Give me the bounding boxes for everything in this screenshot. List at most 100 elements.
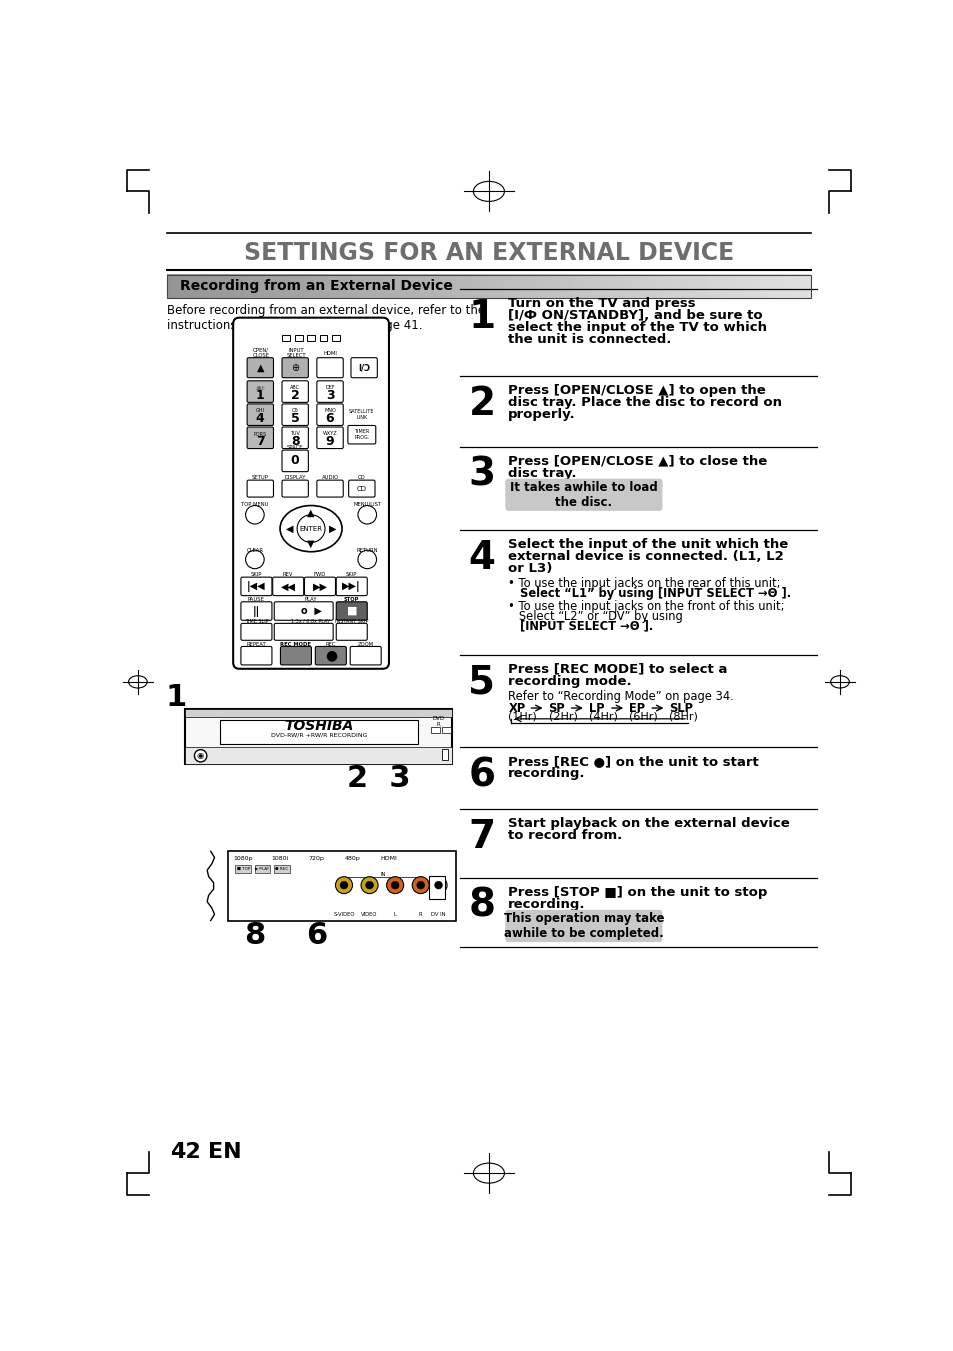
- FancyBboxPatch shape: [241, 623, 272, 640]
- Text: I/Ɔ: I/Ɔ: [357, 363, 370, 373]
- FancyBboxPatch shape: [505, 480, 661, 511]
- FancyBboxPatch shape: [304, 577, 335, 596]
- Circle shape: [416, 881, 424, 889]
- Text: ▶ PLAY: ▶ PLAY: [255, 867, 270, 871]
- Bar: [429, 875, 444, 898]
- FancyBboxPatch shape: [315, 646, 346, 665]
- Text: XP: XP: [508, 703, 525, 715]
- Bar: [441, 748, 447, 759]
- Text: TUV: TUV: [290, 431, 300, 436]
- Bar: [185, 747, 452, 765]
- FancyBboxPatch shape: [348, 480, 375, 497]
- FancyBboxPatch shape: [280, 646, 311, 665]
- Text: 3: 3: [468, 455, 495, 493]
- Text: 1: 1: [468, 297, 495, 336]
- Text: ▲: ▲: [256, 362, 264, 373]
- Text: Select “L2” or “DV” by using: Select “L2” or “DV” by using: [508, 609, 682, 623]
- FancyBboxPatch shape: [273, 577, 303, 596]
- Text: EP: EP: [629, 703, 644, 715]
- FancyBboxPatch shape: [335, 577, 367, 596]
- Text: LP: LP: [588, 703, 604, 715]
- Text: 3: 3: [325, 389, 334, 403]
- Text: Recording from an External Device: Recording from an External Device: [179, 280, 452, 293]
- FancyBboxPatch shape: [335, 601, 367, 620]
- Text: 5: 5: [291, 412, 299, 426]
- Circle shape: [296, 515, 325, 543]
- FancyBboxPatch shape: [282, 358, 308, 378]
- Text: 2: 2: [468, 385, 495, 423]
- Text: ENTER: ENTER: [299, 526, 322, 532]
- FancyBboxPatch shape: [316, 358, 343, 378]
- Circle shape: [391, 881, 398, 889]
- Text: ▶▶: ▶▶: [313, 581, 327, 592]
- Text: 1080p: 1080p: [233, 857, 253, 862]
- Text: TIME SLIP: TIME SLIP: [244, 619, 268, 624]
- Text: ◀: ◀: [285, 524, 293, 534]
- Text: 4: 4: [255, 412, 264, 426]
- Text: select the input of the TV to which: select the input of the TV to which: [508, 320, 766, 334]
- Text: 480p: 480p: [344, 857, 360, 862]
- Text: Select the input of the unit which the: Select the input of the unit which the: [508, 538, 788, 551]
- Text: TIMER
PROG.: TIMER PROG.: [354, 430, 369, 440]
- Text: SATELLITE
LINK: SATELLITE LINK: [349, 409, 375, 420]
- Text: external device is connected. (L1, L2: external device is connected. (L1, L2: [508, 550, 783, 563]
- Text: Turn on the TV and press: Turn on the TV and press: [508, 297, 695, 309]
- FancyBboxPatch shape: [348, 426, 375, 444]
- Text: STOP: STOP: [344, 597, 359, 603]
- Text: 2: 2: [291, 389, 299, 403]
- Text: ◀◀: ◀◀: [280, 581, 295, 592]
- Text: 5: 5: [468, 663, 495, 701]
- FancyBboxPatch shape: [241, 577, 272, 596]
- Text: 1: 1: [166, 682, 187, 712]
- Bar: [307, 335, 314, 340]
- Bar: [220, 720, 417, 744]
- Text: 7: 7: [468, 817, 495, 855]
- Circle shape: [412, 877, 429, 893]
- Text: 7: 7: [255, 435, 264, 449]
- Bar: [167, 274, 810, 297]
- Text: the unit is connected.: the unit is connected.: [508, 332, 671, 346]
- Text: SETUP: SETUP: [252, 476, 269, 481]
- Bar: [431, 727, 439, 734]
- Text: 6: 6: [306, 921, 327, 951]
- Text: R: R: [418, 912, 422, 917]
- FancyBboxPatch shape: [247, 427, 274, 449]
- FancyBboxPatch shape: [505, 911, 661, 942]
- Text: SP: SP: [548, 703, 565, 715]
- Text: 6: 6: [325, 412, 334, 426]
- FancyBboxPatch shape: [247, 381, 274, 403]
- Text: CD: CD: [356, 485, 367, 492]
- Text: DVD: DVD: [432, 716, 444, 720]
- Text: DVD-RW/R +RW/R RECORDING: DVD-RW/R +RW/R RECORDING: [271, 732, 367, 738]
- Bar: [294, 335, 302, 340]
- Text: REV: REV: [283, 573, 294, 577]
- Circle shape: [386, 877, 403, 893]
- Text: Before recording from an external device, refer to the
instructions for the conn: Before recording from an external device…: [167, 304, 485, 332]
- Text: REPEAT: REPEAT: [246, 642, 266, 647]
- Text: TOSHIBA: TOSHIBA: [284, 719, 354, 732]
- FancyBboxPatch shape: [247, 480, 274, 497]
- Circle shape: [365, 881, 373, 889]
- Text: properly.: properly.: [508, 408, 576, 420]
- Text: or L3): or L3): [508, 562, 552, 574]
- FancyBboxPatch shape: [282, 450, 308, 471]
- Text: ▶: ▶: [329, 524, 336, 534]
- Text: ZOOM: ZOOM: [357, 642, 374, 647]
- Circle shape: [340, 881, 348, 889]
- Text: RETURN: RETURN: [356, 547, 377, 553]
- Text: • To use the input jacks on the rear of this unit;: • To use the input jacks on the rear of …: [508, 577, 780, 590]
- FancyBboxPatch shape: [282, 480, 308, 497]
- FancyBboxPatch shape: [241, 601, 272, 620]
- Bar: [254, 865, 270, 873]
- Text: PLAY: PLAY: [304, 597, 317, 603]
- Text: VIDEO: VIDEO: [361, 912, 377, 917]
- Text: 4: 4: [468, 539, 495, 577]
- Text: EN: EN: [208, 1142, 242, 1162]
- Text: It takes awhile to load
the disc.: It takes awhile to load the disc.: [510, 481, 657, 509]
- Text: recording.: recording.: [508, 898, 585, 911]
- Text: [I/Ф ON/STANDBY], and be sure to: [I/Ф ON/STANDBY], and be sure to: [508, 309, 762, 322]
- Circle shape: [357, 505, 376, 524]
- FancyBboxPatch shape: [233, 317, 389, 669]
- Text: ABC: ABC: [290, 385, 300, 390]
- Bar: [282, 335, 290, 340]
